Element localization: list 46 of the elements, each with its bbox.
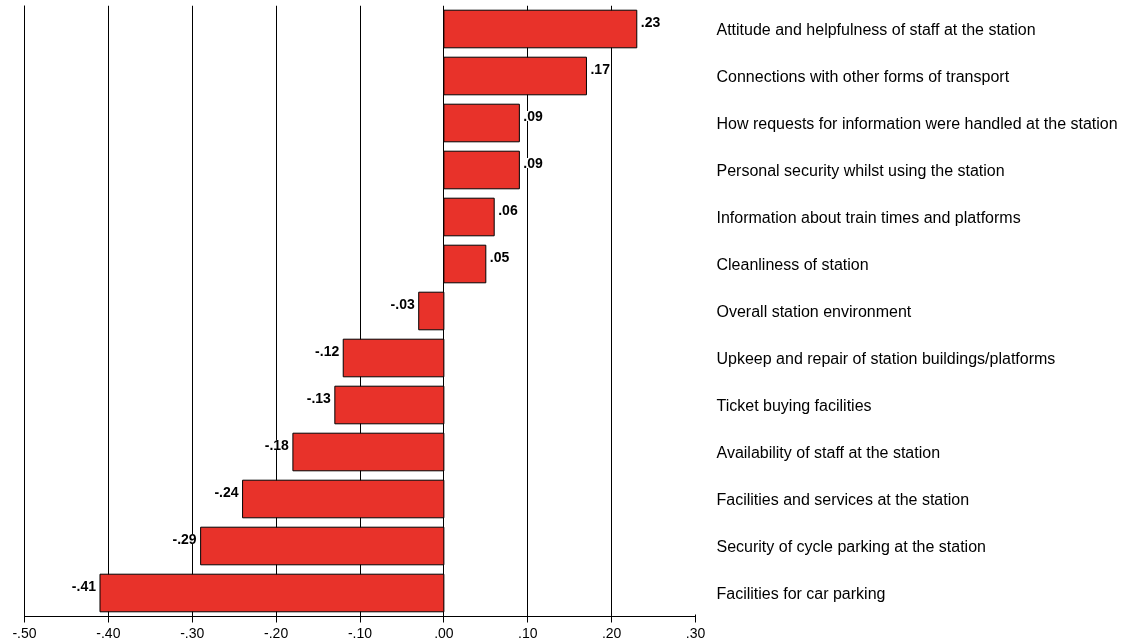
bar bbox=[334, 385, 445, 425]
bar bbox=[443, 197, 495, 237]
data-label: .06 bbox=[498, 201, 518, 218]
bar bbox=[443, 150, 520, 190]
x-tick-label: .30 bbox=[685, 624, 706, 641]
y-tick-label: Ticket buying facilities bbox=[716, 396, 872, 414]
bar bbox=[292, 432, 445, 472]
data-label: .23 bbox=[640, 13, 661, 30]
data-label: .09 bbox=[523, 107, 544, 124]
x-tick-label: .20 bbox=[601, 624, 622, 641]
x-tick-label: -.10 bbox=[347, 624, 373, 641]
y-tick-label: Security of cycle parking at the station bbox=[716, 537, 986, 555]
data-label: -.12 bbox=[315, 342, 340, 359]
data-label: -.24 bbox=[214, 483, 239, 500]
bar bbox=[342, 338, 445, 378]
data-label: -.18 bbox=[264, 436, 290, 453]
bar bbox=[443, 56, 587, 96]
x-tick-label: -.40 bbox=[96, 624, 121, 641]
bar bbox=[443, 244, 487, 284]
y-tick-label: Cleanliness of station bbox=[716, 255, 869, 273]
y-tick-label: Attitude and helpfulness of staff at the station bbox=[716, 20, 1036, 38]
x-tick-label: -.50 bbox=[12, 624, 37, 641]
x-tick-label: .10 bbox=[518, 624, 538, 641]
y-tick-label: Upkeep and repair of station buildings/platforms bbox=[716, 349, 1056, 367]
x-tick-label: -.20 bbox=[264, 624, 289, 641]
data-label: -.13 bbox=[306, 389, 332, 406]
y-tick-label: Facilities for car parking bbox=[716, 584, 886, 602]
bar bbox=[418, 291, 445, 331]
data-label: .09 bbox=[523, 154, 544, 171]
y-tick-label: How requests for information were handled at the station bbox=[716, 114, 1118, 132]
data-label: -.03 bbox=[390, 295, 415, 312]
y-tick-label: Facilities and services at the station bbox=[716, 490, 970, 508]
data-label: -.29 bbox=[172, 530, 197, 547]
data-label: .05 bbox=[489, 248, 510, 265]
y-tick-label: Personal security whilst using the station bbox=[716, 161, 1005, 179]
bar bbox=[200, 526, 445, 566]
data-label: -.41 bbox=[71, 577, 97, 594]
x-tick-label: -.30 bbox=[180, 624, 205, 641]
y-tick-label: Availability of staff at the station bbox=[716, 443, 941, 461]
bar bbox=[443, 103, 520, 143]
bar bbox=[242, 479, 445, 519]
x-tick-label: .00 bbox=[434, 624, 454, 641]
y-tick-label: Information about train times and platforms bbox=[716, 208, 1021, 226]
y-tick-label: Overall station environment bbox=[716, 302, 912, 320]
data-label: .17 bbox=[590, 60, 611, 77]
y-tick-label: Connections with other forms of transport bbox=[716, 67, 1010, 85]
